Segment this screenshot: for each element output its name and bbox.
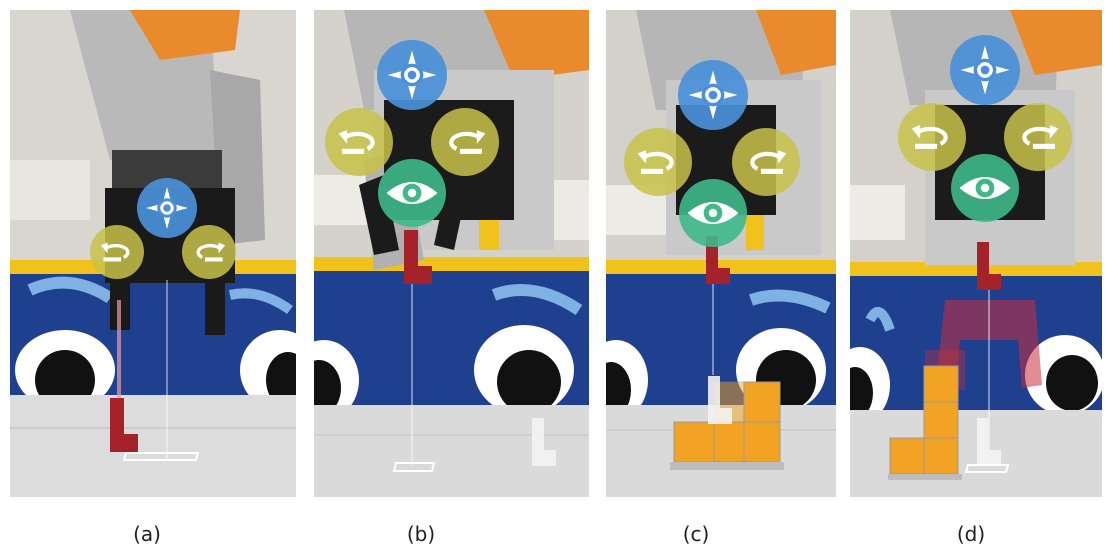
panel-d-photo	[850, 10, 1102, 497]
caption-a: (a)	[133, 522, 161, 546]
panel-b-photo	[314, 10, 589, 497]
caption-c: (c)	[682, 522, 710, 546]
caption-d: (d)	[956, 522, 986, 546]
panel-c-photo	[606, 10, 836, 497]
panel-a-photo	[10, 10, 296, 497]
caption-b: (b)	[406, 522, 436, 546]
